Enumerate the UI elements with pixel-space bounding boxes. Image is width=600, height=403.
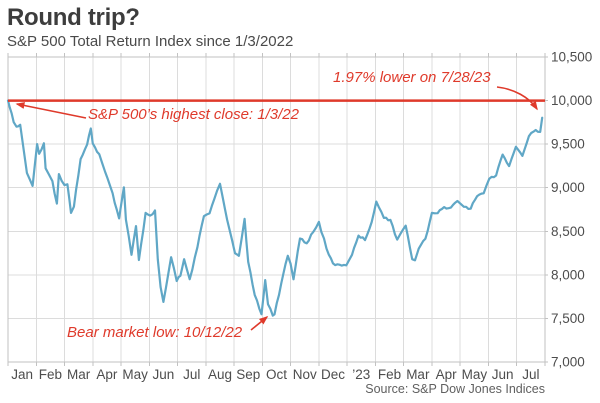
svg-text:Aug: Aug — [208, 367, 232, 382]
chart-subtitle: S&P 500 Total Return Index since 1/3/202… — [7, 33, 294, 50]
svg-text:10,500: 10,500 — [551, 50, 592, 65]
annotation-highest-close: S&P 500’s highest close: 1/3/22 — [88, 106, 299, 123]
svg-text:Dec: Dec — [321, 367, 345, 382]
svg-text:Apr: Apr — [436, 367, 458, 382]
svg-text:9,500: 9,500 — [551, 137, 585, 152]
svg-text:May: May — [122, 367, 148, 382]
svg-text:Apr: Apr — [96, 367, 118, 382]
svg-text:Jul: Jul — [522, 367, 539, 382]
annotation-lower-now: 1.97% lower on 7/28/23 — [333, 69, 491, 86]
source-credit: Source: S&P Dow Jones Indices — [365, 382, 545, 396]
svg-text:Oct: Oct — [266, 367, 287, 382]
svg-text:Jun: Jun — [492, 367, 514, 382]
svg-text:10,000: 10,000 — [551, 93, 592, 108]
svg-text:’23: ’23 — [352, 367, 370, 382]
svg-text:May: May — [462, 367, 488, 382]
svg-text:Nov: Nov — [293, 367, 317, 382]
svg-text:7,000: 7,000 — [551, 355, 585, 370]
svg-text:Jul: Jul — [183, 367, 200, 382]
svg-text:7,500: 7,500 — [551, 311, 585, 326]
svg-text:Feb: Feb — [39, 367, 62, 382]
svg-text:Sep: Sep — [236, 367, 260, 382]
page-title: Round trip? — [7, 4, 140, 31]
svg-text:9,000: 9,000 — [551, 180, 585, 195]
svg-text:Feb: Feb — [378, 367, 401, 382]
annotation-bear-market-low: Bear market low: 10/12/22 — [67, 324, 243, 341]
svg-text:Jun: Jun — [153, 367, 175, 382]
svg-text:Mar: Mar — [406, 367, 430, 382]
svg-text:8,000: 8,000 — [551, 267, 585, 282]
svg-text:Mar: Mar — [67, 367, 91, 382]
svg-text:8,500: 8,500 — [551, 224, 585, 239]
svg-text:Jan: Jan — [11, 367, 33, 382]
